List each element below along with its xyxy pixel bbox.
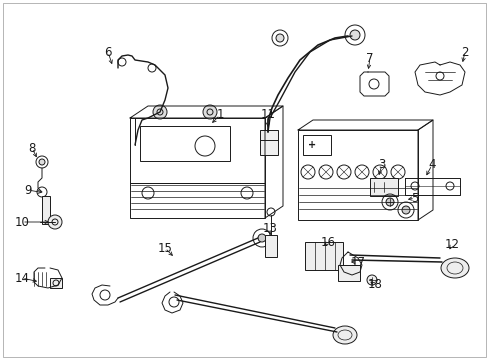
Bar bbox=[305, 242, 342, 270]
Text: 12: 12 bbox=[444, 238, 459, 252]
Text: 13: 13 bbox=[262, 221, 277, 234]
Circle shape bbox=[258, 234, 265, 242]
Circle shape bbox=[203, 105, 217, 119]
Circle shape bbox=[401, 206, 409, 214]
Bar bbox=[140, 126, 229, 161]
Bar bbox=[303, 135, 330, 155]
Text: 3: 3 bbox=[378, 158, 385, 171]
Bar bbox=[50, 278, 62, 288]
Bar bbox=[264, 235, 276, 257]
Text: 15: 15 bbox=[157, 242, 172, 255]
Bar bbox=[337, 265, 359, 281]
Bar bbox=[260, 130, 278, 155]
Text: 7: 7 bbox=[366, 51, 373, 64]
Circle shape bbox=[349, 30, 359, 40]
Bar bbox=[42, 196, 50, 224]
Circle shape bbox=[385, 198, 393, 206]
Circle shape bbox=[153, 105, 167, 119]
Text: 14: 14 bbox=[15, 271, 29, 284]
Text: 18: 18 bbox=[367, 279, 382, 292]
Bar bbox=[130, 118, 264, 183]
Circle shape bbox=[275, 34, 284, 42]
Text: 1: 1 bbox=[216, 108, 224, 122]
Text: 6: 6 bbox=[104, 45, 112, 58]
Text: 4: 4 bbox=[427, 158, 435, 171]
Ellipse shape bbox=[440, 258, 468, 278]
Circle shape bbox=[48, 215, 62, 229]
Text: 16: 16 bbox=[320, 235, 335, 248]
Text: +: + bbox=[307, 140, 315, 150]
Text: 17: 17 bbox=[350, 256, 365, 269]
Text: 2: 2 bbox=[460, 45, 468, 58]
Text: 5: 5 bbox=[410, 192, 418, 204]
Text: 9: 9 bbox=[24, 184, 32, 197]
Text: 10: 10 bbox=[15, 216, 29, 229]
Ellipse shape bbox=[332, 326, 356, 344]
Circle shape bbox=[39, 159, 45, 165]
Bar bbox=[130, 183, 264, 218]
Bar bbox=[369, 178, 397, 196]
Bar bbox=[297, 130, 417, 220]
Text: 8: 8 bbox=[28, 141, 36, 154]
Circle shape bbox=[366, 275, 376, 285]
Text: 11: 11 bbox=[260, 108, 275, 122]
